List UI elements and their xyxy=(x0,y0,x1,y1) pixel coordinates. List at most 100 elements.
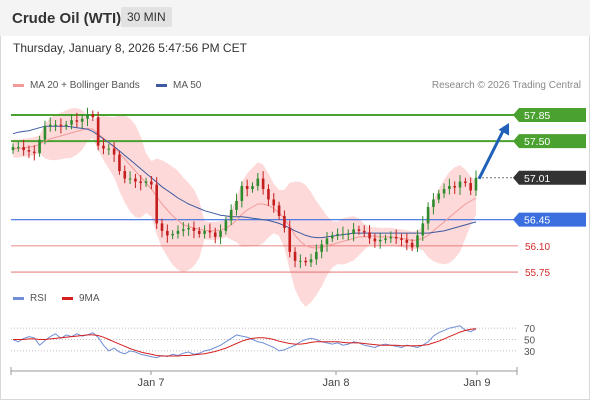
candle[interactable] xyxy=(299,254,302,269)
candle[interactable] xyxy=(155,177,158,229)
candle[interactable] xyxy=(43,120,47,145)
candle[interactable] xyxy=(251,182,254,193)
candle[interactable] xyxy=(112,142,116,162)
candle[interactable] xyxy=(107,143,111,156)
candle[interactable] xyxy=(309,253,313,267)
candle[interactable] xyxy=(362,225,366,238)
candle[interactable] xyxy=(331,231,334,243)
candle-body xyxy=(400,238,403,240)
candle[interactable] xyxy=(448,178,451,195)
candle[interactable] xyxy=(91,110,95,121)
candle[interactable] xyxy=(229,204,233,226)
candle[interactable] xyxy=(288,220,292,258)
candlestick-series[interactable] xyxy=(11,107,478,269)
candle[interactable] xyxy=(27,145,31,159)
candle[interactable] xyxy=(277,201,281,220)
candle-body xyxy=(229,209,233,221)
candle-body xyxy=(352,229,355,234)
candle[interactable] xyxy=(219,224,222,245)
candle[interactable] xyxy=(357,225,361,235)
candle[interactable] xyxy=(139,175,143,191)
candle[interactable] xyxy=(325,231,329,252)
candle[interactable] xyxy=(171,230,174,240)
rsi-ma-line xyxy=(13,328,477,357)
candle[interactable] xyxy=(394,229,398,244)
candle-body xyxy=(75,120,79,122)
candle[interactable] xyxy=(453,181,457,194)
candle[interactable] xyxy=(192,221,196,239)
candle[interactable] xyxy=(128,171,132,185)
candle[interactable] xyxy=(352,222,355,242)
candle-body xyxy=(17,147,20,149)
candle[interactable] xyxy=(70,114,73,130)
candle[interactable] xyxy=(17,141,20,152)
candle[interactable] xyxy=(389,231,393,244)
candle[interactable] xyxy=(245,179,249,197)
candle[interactable] xyxy=(64,120,68,130)
candle[interactable] xyxy=(203,225,206,239)
candle[interactable] xyxy=(181,222,185,237)
candle[interactable] xyxy=(197,227,201,238)
candle[interactable] xyxy=(474,170,478,197)
timeframe-badge[interactable]: 30 MIN xyxy=(121,7,172,27)
candle[interactable] xyxy=(341,226,345,240)
candle[interactable] xyxy=(208,223,212,238)
candle[interactable] xyxy=(336,228,339,241)
candle[interactable] xyxy=(86,107,89,127)
candle[interactable] xyxy=(224,216,228,235)
candle[interactable] xyxy=(320,239,323,259)
candle[interactable] xyxy=(458,175,462,195)
candle[interactable] xyxy=(150,175,153,190)
candle[interactable] xyxy=(22,139,25,156)
candle[interactable] xyxy=(469,177,472,196)
candle[interactable] xyxy=(38,135,41,157)
candle[interactable] xyxy=(346,229,350,241)
candle[interactable] xyxy=(400,233,403,247)
candle[interactable] xyxy=(256,173,260,191)
candle[interactable] xyxy=(405,233,409,251)
candle[interactable] xyxy=(304,257,308,267)
candle[interactable] xyxy=(267,184,270,206)
candle[interactable] xyxy=(123,165,127,184)
candle[interactable] xyxy=(283,210,286,233)
candle[interactable] xyxy=(432,193,435,215)
candle[interactable] xyxy=(96,111,100,151)
candle[interactable] xyxy=(80,114,84,129)
candle[interactable] xyxy=(213,227,217,244)
candle[interactable] xyxy=(160,218,164,238)
candle[interactable] xyxy=(176,225,180,239)
candle[interactable] xyxy=(426,202,430,230)
candle[interactable] xyxy=(410,239,414,252)
candle[interactable] xyxy=(293,247,297,268)
candle[interactable] xyxy=(32,145,36,161)
candle[interactable] xyxy=(368,225,371,244)
candle[interactable] xyxy=(416,229,419,252)
candle[interactable] xyxy=(11,143,15,154)
candle[interactable] xyxy=(166,224,169,243)
candle[interactable] xyxy=(144,177,148,187)
candle[interactable] xyxy=(378,233,382,249)
candle[interactable] xyxy=(48,117,52,132)
candle-body xyxy=(373,238,377,242)
candle[interactable] xyxy=(272,193,276,213)
candle-body xyxy=(54,124,57,126)
candle[interactable] xyxy=(75,112,79,128)
candle[interactable] xyxy=(421,216,425,241)
candle[interactable] xyxy=(59,118,63,134)
candle[interactable] xyxy=(384,234,387,244)
candle-body xyxy=(176,230,180,234)
candle[interactable] xyxy=(54,120,57,132)
candle[interactable] xyxy=(442,183,446,199)
candle[interactable] xyxy=(118,150,121,175)
candle[interactable] xyxy=(102,138,105,155)
candle[interactable] xyxy=(240,181,244,208)
candle[interactable] xyxy=(134,173,137,188)
candle[interactable] xyxy=(315,244,318,265)
candle[interactable] xyxy=(187,223,190,236)
candle[interactable] xyxy=(437,189,441,204)
candle[interactable] xyxy=(261,171,265,195)
candle[interactable] xyxy=(373,233,377,248)
candle[interactable] xyxy=(464,177,467,187)
candle[interactable] xyxy=(235,193,238,216)
